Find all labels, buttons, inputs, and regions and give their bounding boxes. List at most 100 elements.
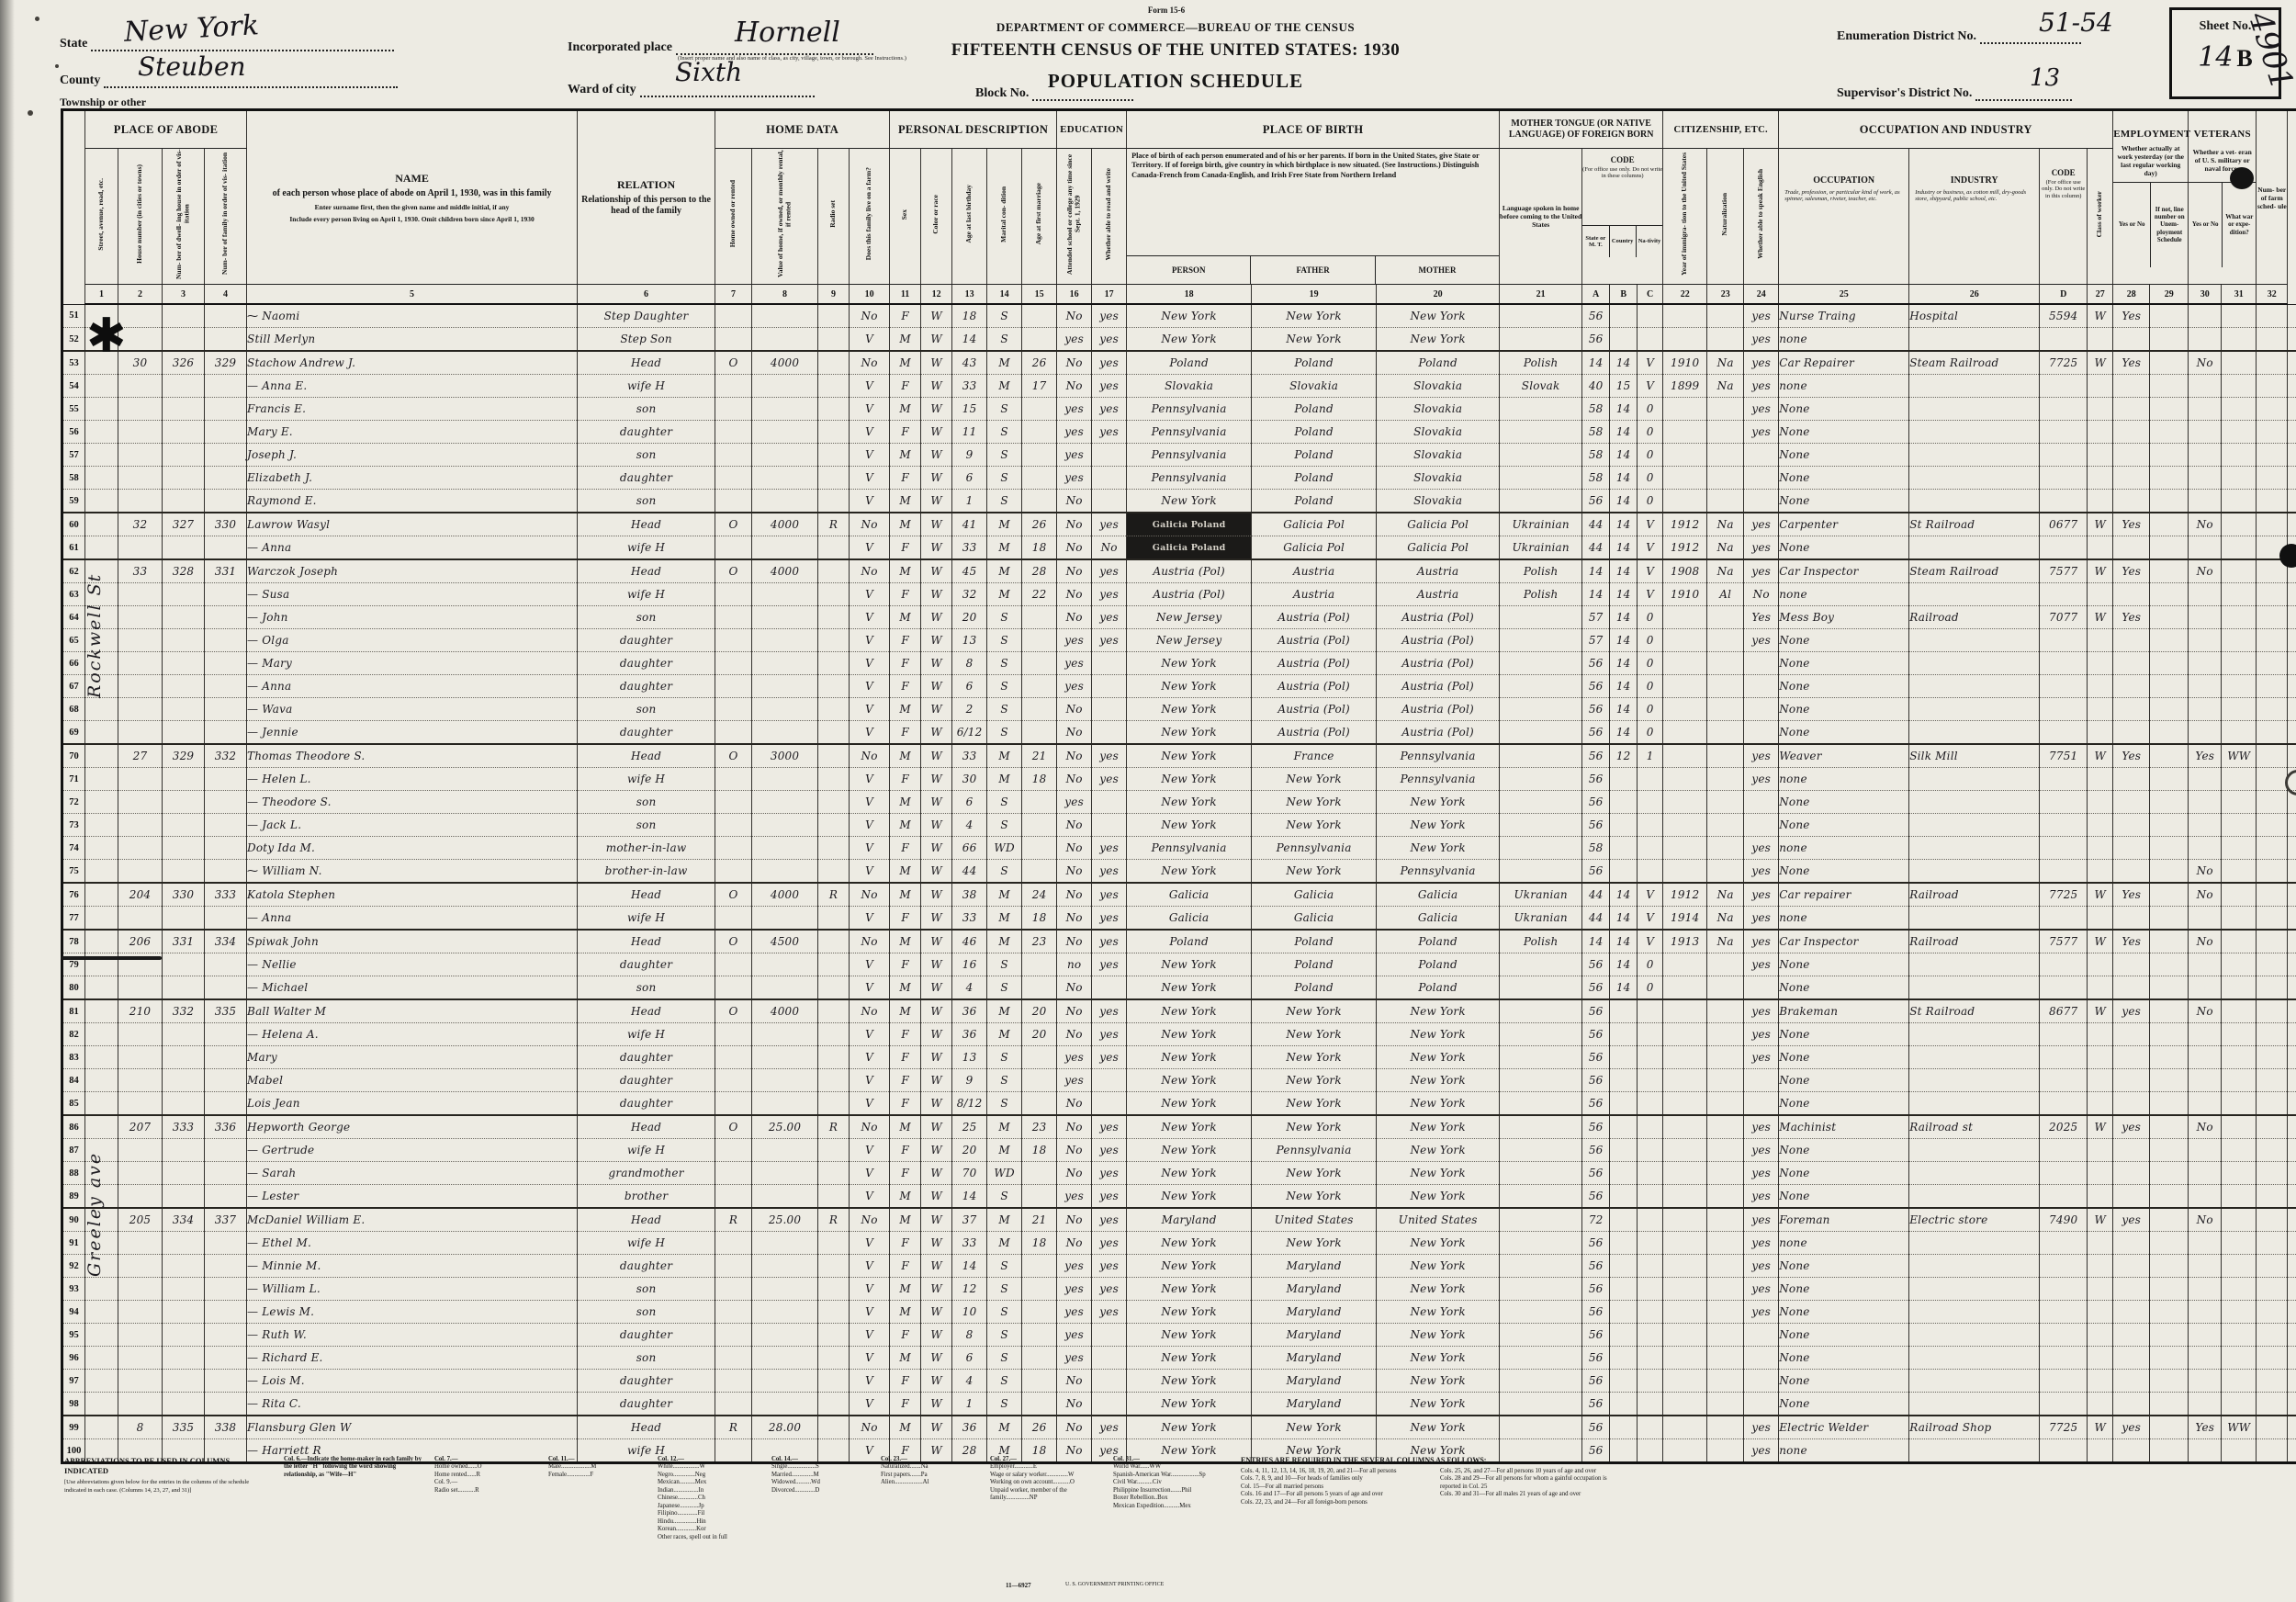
legend-line: Wage or salary worker..............W	[990, 1471, 1075, 1478]
birthplace-father: Poland	[1251, 976, 1378, 999]
name: Katola Stephen	[246, 882, 579, 907]
worked-yesterday	[2112, 443, 2151, 467]
read-write: yes	[1091, 1300, 1128, 1324]
farm-schedule	[2256, 1138, 2289, 1162]
age: 13	[951, 628, 988, 652]
birthplace-person: New York	[1126, 1091, 1253, 1115]
line-number: 72	[62, 790, 85, 814]
color-or-race: W	[920, 976, 953, 999]
relation: brother	[577, 1184, 716, 1208]
home-owned-or-rented: O	[715, 882, 753, 907]
mother-tongue	[1499, 998, 1583, 1023]
legend-col7-title: Col. 7.—	[434, 1456, 458, 1462]
worked-yesterday: Yes	[2112, 882, 2151, 907]
color-or-race: W	[920, 651, 953, 675]
veteran: No	[2188, 882, 2223, 907]
relation: Head	[577, 558, 716, 583]
age-first-marriage: 23	[1021, 929, 1058, 953]
naturalization: Na	[1706, 536, 1745, 559]
birthplace-mother: New York	[1376, 1068, 1501, 1092]
worked-yesterday	[2112, 466, 2151, 490]
column-number-row: 1 2 3 4 5 6 7 8 9 10 11 12 13 14 15 16 17 18 19 20 21 A B C 22 23…	[62, 284, 2296, 305]
table-row: 62 33 328 331 Warczok Joseph Head O 4000 No M W 45 M…	[62, 558, 2296, 583]
family-number	[203, 327, 248, 351]
home-value	[751, 1231, 819, 1255]
code-b	[1609, 1161, 1638, 1185]
legend-line: Hindu...............Hin	[658, 1517, 706, 1525]
home-value	[751, 1346, 819, 1370]
relation: Head	[577, 1114, 716, 1139]
group-education: EDUCATION	[1056, 109, 1128, 149]
read-write-vertical-label: Whether able to read and write	[1104, 167, 1113, 261]
code-c: V	[1637, 582, 1664, 606]
occupation: Weaver	[1778, 743, 1910, 768]
attended-school: yes	[1056, 1300, 1093, 1324]
war-or-expedition	[2221, 859, 2257, 883]
state-label: State	[60, 37, 88, 51]
ed-line	[1980, 29, 2082, 44]
radio-set	[817, 859, 850, 883]
birthplace-mother: Austria	[1376, 582, 1501, 606]
code-c	[1637, 1045, 1664, 1069]
sex: F	[889, 1323, 922, 1347]
dwelling-number	[162, 1300, 205, 1324]
margin-cell	[2287, 882, 2296, 907]
legend-line: First papers.......Pa	[881, 1471, 928, 1478]
birth-father-label: FATHER	[1250, 256, 1374, 284]
read-write: yes	[1091, 558, 1128, 583]
column-number: 18	[1126, 284, 1253, 305]
industry	[1908, 651, 2041, 675]
margin-cell	[2287, 953, 2296, 976]
class-of-worker	[2087, 859, 2114, 883]
dwelling-number	[162, 443, 205, 467]
house-number	[118, 651, 163, 675]
veteran: No	[2188, 998, 2223, 1023]
dwelling-number: 330	[162, 882, 205, 907]
code-c	[1637, 1277, 1664, 1301]
birthplace-father: New York	[1251, 1114, 1378, 1139]
occupation: Electric Welder	[1778, 1415, 1910, 1439]
birthplace-father: Maryland	[1251, 1254, 1378, 1278]
color-or-race: W	[920, 1438, 953, 1463]
lives-on-farm: V	[849, 628, 891, 652]
legend-line: Home rented......R	[434, 1471, 481, 1478]
pushpin-blob	[2230, 167, 2254, 189]
margin-cell	[2287, 512, 2296, 536]
column-number: 22	[1662, 284, 1708, 305]
line-number: 88	[62, 1161, 85, 1185]
lives-on-farm: V	[849, 697, 891, 721]
name: — Michael	[246, 976, 579, 999]
industry	[1908, 720, 2041, 744]
mother-tongue	[1499, 1254, 1583, 1278]
veteran: No	[2188, 859, 2223, 883]
age-first-marriage	[1021, 420, 1058, 444]
margin-cell	[2287, 1415, 2296, 1439]
home-value	[751, 1161, 819, 1185]
age: 30	[951, 767, 988, 791]
column-number: 25	[1778, 284, 1910, 305]
war-or-expedition	[2221, 767, 2257, 791]
industry	[1908, 397, 2041, 421]
naturalization	[1706, 976, 1745, 999]
year-immigration	[1662, 443, 1708, 467]
county-value: Steuben	[138, 51, 246, 82]
mother-tongue	[1499, 1068, 1583, 1092]
read-write: yes	[1091, 397, 1128, 421]
marital-condition: S	[986, 443, 1023, 467]
class-of-worker: W	[2087, 1415, 2114, 1439]
class-of-worker	[2087, 1231, 2114, 1255]
column-number: 24	[1743, 284, 1780, 305]
age: 1	[951, 1392, 988, 1416]
sex: F	[889, 651, 922, 675]
class-of-worker: W	[2087, 1114, 2114, 1139]
occupation: None	[1778, 1045, 1910, 1069]
read-write	[1091, 489, 1128, 513]
birthplace-person: New York	[1126, 1415, 1253, 1439]
margin-column-header	[2287, 109, 2296, 305]
industry	[1908, 1161, 2041, 1185]
war-or-expedition	[2221, 350, 2257, 375]
name: Mary E.	[246, 420, 579, 444]
table-row: 99 8 335 338 Flansburg Glen W Head R 28.00 No M W 3…	[62, 1415, 2296, 1439]
table-row: 60 32 327 330 Lawrow Wasyl Head O 4000 R No M W 41 M 2…	[62, 512, 2296, 536]
worked-yesterday	[2112, 397, 2151, 421]
